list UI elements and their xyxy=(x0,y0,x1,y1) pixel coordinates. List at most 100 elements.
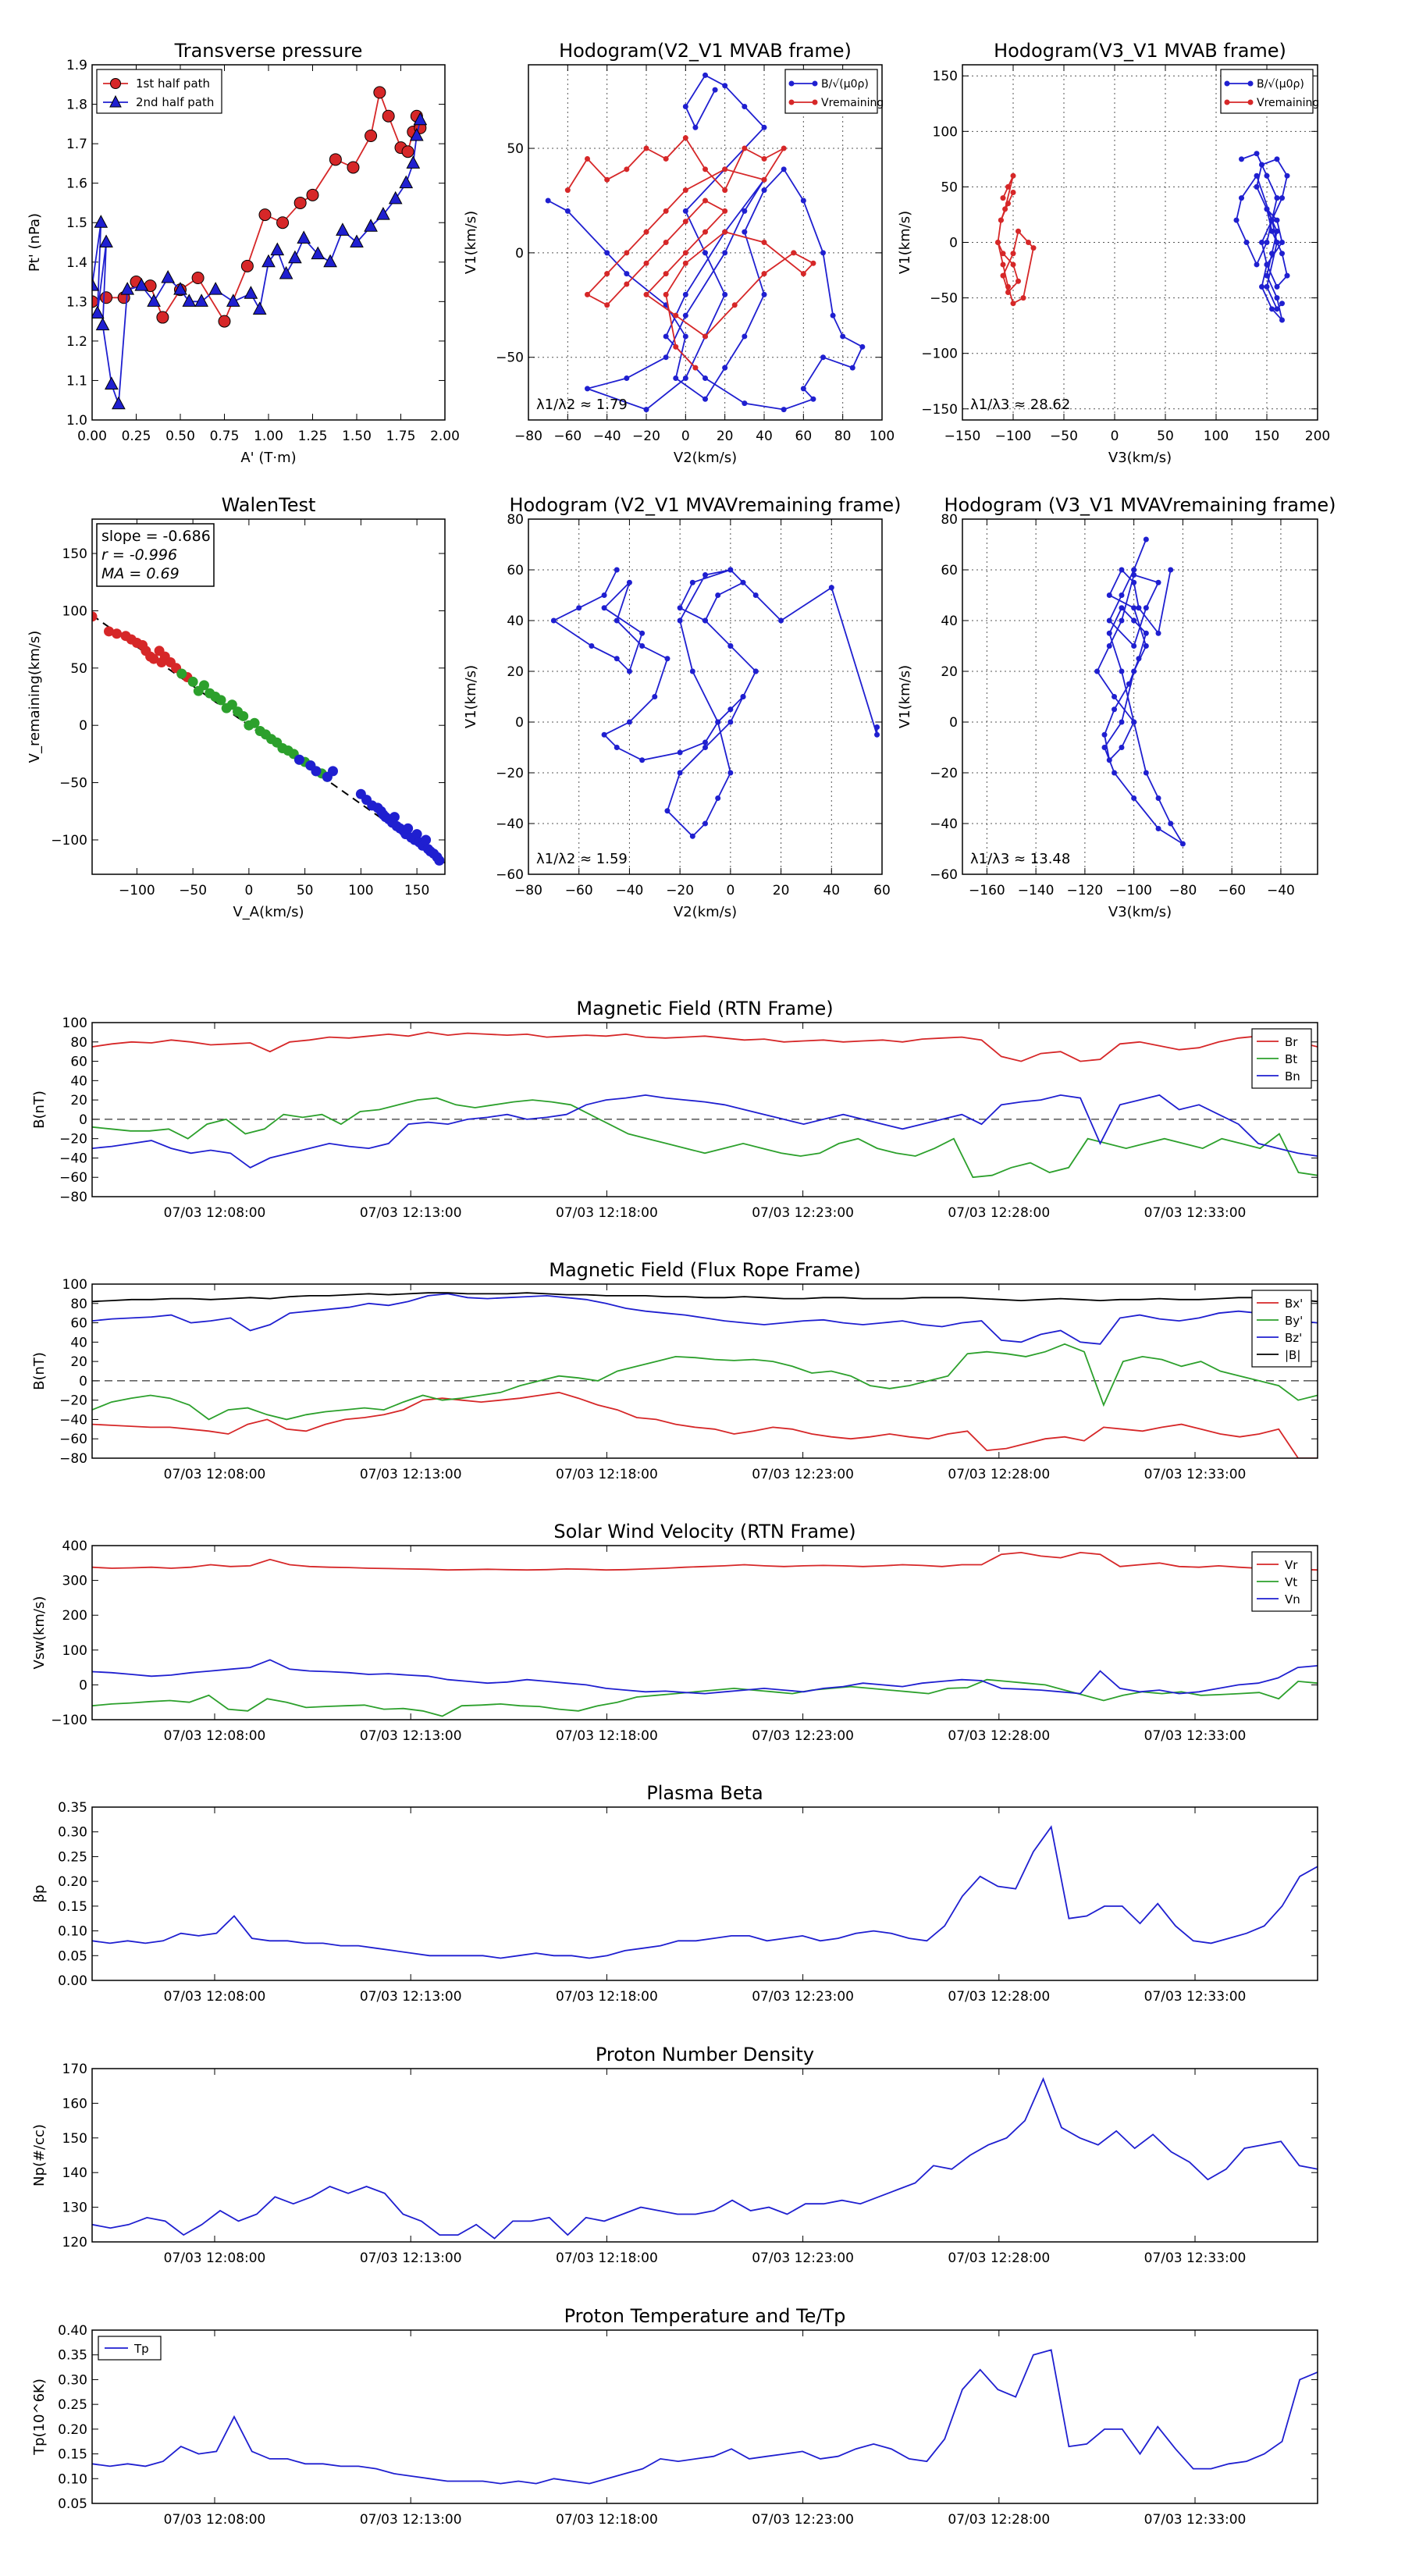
y-tick-label: 80 xyxy=(507,512,524,528)
chart-title: Solar Wind Velocity (RTN Frame) xyxy=(553,1521,855,1542)
data-point-triangle xyxy=(95,317,110,331)
x-tick-label: 20 xyxy=(717,429,734,444)
data-point-triangle xyxy=(92,278,99,291)
data-point-triangle xyxy=(99,234,113,247)
data-point xyxy=(1005,183,1011,190)
data-point xyxy=(663,291,669,297)
x-tick-label: 50 xyxy=(1157,429,1174,444)
data-point xyxy=(1264,240,1270,245)
y-tick-label: −40 xyxy=(930,817,958,832)
plot-area xyxy=(92,1825,1318,1959)
y-tick-label: −60 xyxy=(496,867,524,883)
data-point xyxy=(1112,706,1118,713)
data-point xyxy=(722,291,728,297)
data-point xyxy=(652,694,658,699)
x-tick-label: 07/03 12:18:00 xyxy=(556,2512,658,2528)
data-point xyxy=(731,302,738,308)
data-point-blue xyxy=(389,812,400,823)
y-tick-label: 40 xyxy=(70,1335,87,1350)
y-tick-label: 400 xyxy=(62,1539,87,1554)
data-point xyxy=(682,260,688,266)
y-tick-label: 140 xyxy=(62,2165,87,2181)
data-point xyxy=(1279,301,1285,307)
chart-wt: WalenTest −100 −50 0 50 100 150 −100 −50 0 50 100 15… xyxy=(27,494,446,920)
data-point xyxy=(682,333,688,340)
x-tick-label: 07/03 12:33:00 xyxy=(1144,1728,1247,1744)
x-tick-label: −160 xyxy=(969,883,1005,898)
plot-area xyxy=(1094,536,1186,847)
data-point xyxy=(702,166,708,173)
data-point xyxy=(1233,217,1240,223)
x-tick-label: 07/03 12:13:00 xyxy=(360,1728,462,1744)
data-point xyxy=(800,271,806,277)
y-tick-label: 1.0 xyxy=(66,413,87,429)
x-tick-label: 07/03 12:08:00 xyxy=(164,1205,266,1221)
data-point-circle xyxy=(258,208,272,222)
data-point-triangle xyxy=(350,234,364,247)
y-tick-label: 0.30 xyxy=(58,2372,87,2388)
x-tick-label: 100 xyxy=(348,883,373,898)
data-point xyxy=(722,83,728,89)
data-point-triangle xyxy=(376,207,390,220)
data-point-triangle xyxy=(399,175,414,189)
data-point xyxy=(601,592,607,598)
data-point xyxy=(682,208,688,214)
data-point xyxy=(1016,278,1021,284)
data-point xyxy=(639,757,646,763)
legend-marker xyxy=(788,80,795,87)
data-point xyxy=(677,770,683,776)
data-point xyxy=(761,124,767,130)
series-vremaining-line xyxy=(997,175,1034,305)
y-tick-label: 1.6 xyxy=(66,176,87,192)
annotation-text: slope = -0.686 xyxy=(101,528,211,545)
legend-marker xyxy=(812,80,818,87)
legend-label: Tp xyxy=(133,2342,149,2356)
data-point xyxy=(585,155,590,162)
y-tick-label: 0.35 xyxy=(58,1800,87,1816)
series--p-line xyxy=(92,1825,1318,1959)
data-point xyxy=(702,617,708,624)
data-point xyxy=(1155,826,1161,831)
x-tick-label: 07/03 12:13:00 xyxy=(360,1467,462,1482)
legend-marker xyxy=(1224,99,1230,105)
y-tick-label: 0.30 xyxy=(58,1825,87,1841)
chart-title: Plasma Beta xyxy=(646,1782,763,1804)
x-tick-label: 07/03 12:23:00 xyxy=(752,1728,854,1744)
data-point-circle xyxy=(347,161,360,174)
data-point xyxy=(752,668,759,674)
data-point xyxy=(742,400,748,407)
data-point-red xyxy=(112,628,123,639)
x-tick-label: 07/03 12:23:00 xyxy=(752,1205,854,1221)
y-tick-label: −100 xyxy=(921,347,958,362)
x-tick-label: 07/03 12:08:00 xyxy=(164,2250,266,2266)
y-axis-label: V_remaining(km/s) xyxy=(27,631,43,763)
legend-label: B/√(μ0ρ) xyxy=(821,78,869,91)
x-axis-label: V_A(km/s) xyxy=(233,904,304,920)
data-point xyxy=(643,407,649,413)
y-tick-label: 0.25 xyxy=(58,1849,87,1865)
data-point-triangle xyxy=(182,294,197,307)
data-point xyxy=(643,145,649,151)
data-point xyxy=(712,87,718,93)
data-point xyxy=(682,250,688,256)
data-point xyxy=(1179,841,1186,847)
x-tick-label: 07/03 12:18:00 xyxy=(556,1728,658,1744)
y-tick-label: 0 xyxy=(79,1112,87,1128)
data-point xyxy=(550,617,557,624)
x-tick-label: −100 xyxy=(119,883,155,898)
x-tick-label: 0 xyxy=(1111,429,1119,444)
y-tick-label: 20 xyxy=(507,664,524,680)
data-point-triangle xyxy=(252,301,267,315)
x-tick-label: −40 xyxy=(1267,883,1295,898)
data-point xyxy=(692,365,699,371)
y-tick-label: 300 xyxy=(62,1574,87,1589)
data-point-green xyxy=(238,710,249,721)
legend-box xyxy=(1220,69,1314,114)
data-point xyxy=(601,605,607,611)
plot-area xyxy=(92,611,445,866)
axes-frame xyxy=(91,518,446,875)
legend-marker xyxy=(812,99,818,105)
chart-title: Transverse pressure xyxy=(174,40,363,62)
series-b-0--line xyxy=(547,74,863,411)
data-point xyxy=(1269,306,1275,312)
